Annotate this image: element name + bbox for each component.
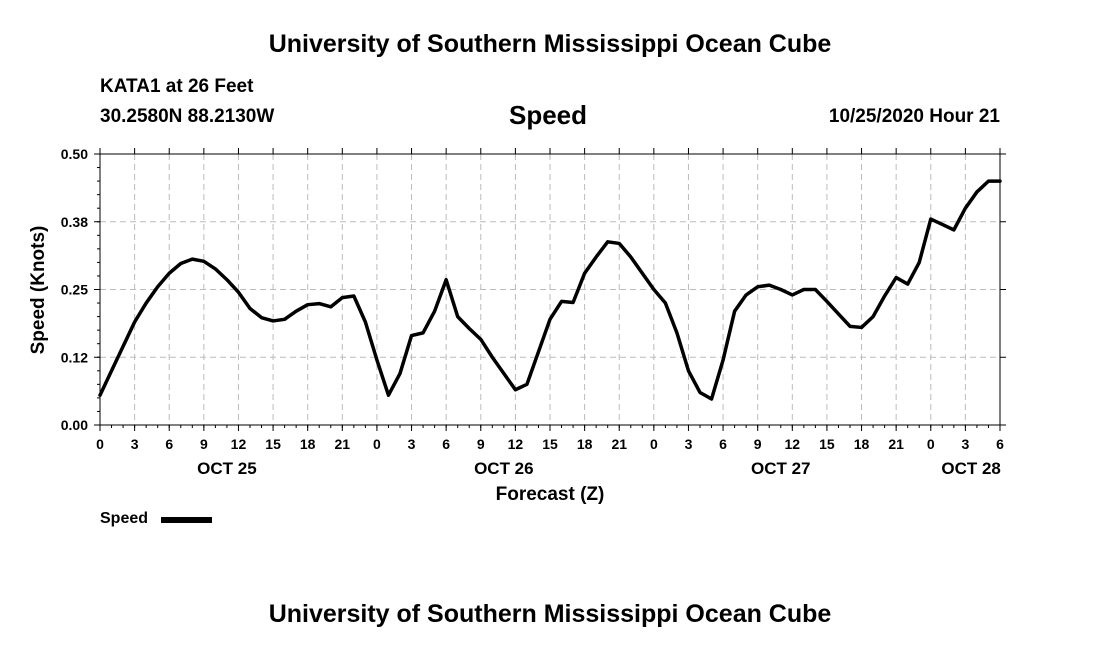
x-tick-label: 12	[231, 436, 247, 452]
x-tick-label: 12	[785, 436, 801, 452]
x-date-label: OCT 28	[941, 459, 1001, 478]
x-tick-label: 6	[719, 436, 727, 452]
x-tick-label: 15	[542, 436, 558, 452]
x-tick-label: 15	[265, 436, 281, 452]
x-tick-label: 21	[888, 436, 904, 452]
page-title-bottom: University of Southern Mississippi Ocean…	[268, 600, 832, 628]
x-tick-label: 3	[408, 436, 416, 452]
run-time-label: 10/25/2020 Hour 21	[828, 106, 1000, 127]
y-axis-label: Speed (Knots)	[28, 226, 49, 355]
x-tick-label: 3	[961, 436, 969, 452]
x-tick-label: 9	[477, 436, 485, 452]
legend-line-swatch	[161, 517, 212, 523]
x-tick-label: 21	[611, 436, 627, 452]
page-title-top: University of Southern Mississippi Ocean…	[268, 30, 832, 58]
x-tick-label: 0	[650, 436, 658, 452]
x-tick-label: 3	[685, 436, 693, 452]
chart-grid	[100, 154, 1000, 425]
x-tick-label: 6	[996, 436, 1004, 452]
x-tick-label: 21	[335, 436, 351, 452]
x-tick-label: 9	[754, 436, 762, 452]
y-axis: 0.00 0.12 0.25 0.38 0.50	[61, 146, 1006, 433]
legend-label: Speed	[100, 510, 149, 527]
x-tick-label: 12	[508, 436, 524, 452]
station-label: KATA1 at 26 Feet	[100, 76, 254, 97]
x-date-label: OCT 27	[751, 459, 811, 478]
y-tick-label: 0.25	[61, 282, 88, 298]
coordinates-label: 30.2580N 88.2130W	[100, 106, 275, 127]
variable-title: Speed	[509, 100, 588, 130]
y-tick-label: 0.00	[61, 417, 88, 433]
x-date-label: OCT 26	[474, 459, 534, 478]
x-tick-label: 0	[96, 436, 104, 452]
x-tick-label: 18	[854, 436, 870, 452]
x-tick-label: 6	[165, 436, 173, 452]
x-tick-label: 18	[300, 436, 316, 452]
x-date-label: OCT 25	[197, 459, 257, 478]
x-tick-label: 0	[373, 436, 381, 452]
x-axis-label: Forecast (Z)	[496, 484, 605, 505]
x-tick-label: 18	[577, 436, 593, 452]
x-tick-label: 3	[131, 436, 139, 452]
y-tick-label: 0.12	[61, 349, 88, 365]
y-tick-label: 0.50	[61, 146, 88, 162]
x-tick-label: 15	[819, 436, 835, 452]
x-tick-label: 0	[927, 436, 935, 452]
series-line-speed	[98, 179, 1002, 401]
x-tick-label: 9	[200, 436, 208, 452]
y-tick-label: 0.38	[61, 214, 88, 230]
x-axis: 0 3 6 9 12 15 18 21 0 3 6 9 12 15 18 21 0 3 6 9 12 15 18 21 0 3 6 O…	[96, 148, 1004, 478]
x-tick-label: 6	[442, 436, 450, 452]
